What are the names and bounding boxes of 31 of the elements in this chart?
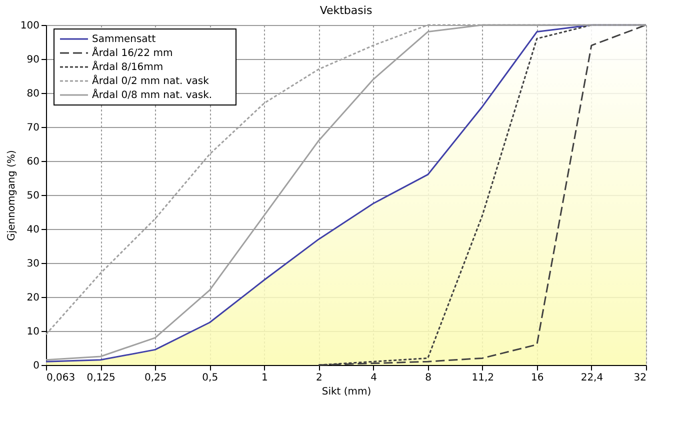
x-tick-label: 0,5 (202, 372, 218, 384)
x-tick-label: 1 (261, 372, 268, 384)
y-tick-label: 30 (26, 258, 40, 270)
x-tick-label: 0,125 (86, 372, 116, 384)
legend-label: Årdal 8/16mm (92, 60, 164, 73)
x-tick-label: 4 (370, 372, 377, 384)
y-tick-label: 40 (26, 224, 40, 236)
y-tick-label: 10 (26, 326, 40, 338)
y-tick-label: 90 (26, 54, 40, 66)
x-tick-label: 2 (316, 372, 322, 384)
y-tick-label: 0 (33, 360, 40, 372)
y-tick-label: 20 (26, 292, 40, 304)
x-axis-title: Sikt (mm) (322, 386, 372, 398)
legend-label: Sammensatt (92, 34, 156, 45)
x-tick-label: 22,4 (580, 372, 604, 384)
x-tick-label: 0,25 (144, 372, 167, 384)
y-tick-label: 60 (26, 156, 40, 168)
y-tick-label: 70 (26, 122, 40, 134)
x-tick-label: 8 (425, 372, 432, 384)
legend-label: Årdal 0/2 mm nat. vask (92, 74, 210, 87)
x-tick-label: 32 (634, 372, 646, 384)
legend-label: Årdal 16/22 mm (92, 46, 173, 59)
y-tick-label: 80 (26, 88, 40, 100)
y-tick-label: 50 (26, 190, 40, 202)
y-axis-title: Gjennomgang (%) (6, 150, 18, 241)
x-tick-label: 0,063 (46, 372, 76, 384)
x-tick-label: 11,2 (472, 372, 494, 384)
chart-title: Vektbasis (320, 4, 372, 17)
x-tick-label: 16 (531, 372, 544, 384)
y-tick-label: 100 (20, 20, 40, 32)
legend-label: Årdal 0/8 mm nat. vask. (92, 88, 212, 101)
